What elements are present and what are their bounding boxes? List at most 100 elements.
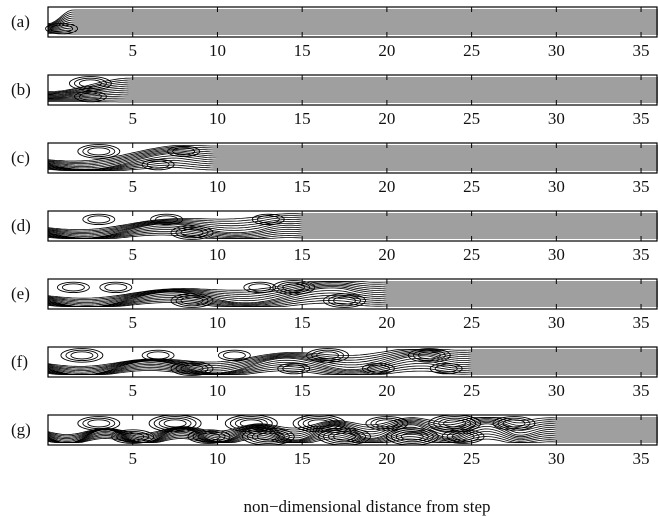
vortex-contour [328,294,361,307]
streamline [47,17,658,28]
vortex-contour [316,351,340,360]
vortex-contour [400,432,424,441]
x-tick-label: 15 [294,313,311,332]
x-tick-label: 35 [633,381,650,400]
vortex-contour [323,293,366,308]
x-tick-label: 20 [378,41,395,60]
x-tick-label: 30 [548,313,565,332]
streamline [47,419,658,440]
x-tick-label: 5 [128,177,137,196]
streamline [47,418,658,438]
x-tick-label: 35 [633,109,650,128]
x-tick-label: 20 [378,177,395,196]
x-tick-label: 5 [128,245,137,264]
vortex-contour [390,429,434,444]
x-tick-label: 30 [548,245,565,264]
streamline [48,95,658,100]
vortex-contour [45,22,79,35]
x-tick-label: 15 [294,449,311,468]
vortex-contour [180,296,204,305]
x-tick-label: 5 [128,109,137,128]
vortex-contour [441,429,485,444]
streamline [47,223,658,239]
panel-label: (a) [11,12,30,31]
vortex-contour [82,213,116,226]
vortex-contour [417,351,441,360]
streamline [47,152,658,170]
vortex-contour [438,417,472,430]
streamline [47,27,658,32]
x-tick-label: 25 [463,109,480,128]
streamline [47,162,658,171]
x-tick-label: 10 [209,449,226,468]
vortex-contour [73,77,107,90]
x-tick-label: 10 [209,381,226,400]
vortex-contour [224,414,278,433]
vortex-contour [429,362,463,375]
x-tick-label: 35 [633,245,650,264]
vortex-contour [434,364,458,373]
streamline [47,221,658,236]
vortex-contour [146,160,170,169]
vortex-contour [82,145,116,158]
streamline [47,222,658,237]
vortex-contour [78,92,102,101]
vortex-contour [175,294,209,307]
x-tick-label: 25 [463,313,480,332]
x-tick-label: 25 [463,381,480,400]
panels: (a) 5 10 15 20 25 30 35 (b) 5 10 15 20 25 30 35 (c) 5 10 15… [11,6,658,468]
x-tick-label: 15 [294,177,311,196]
vortex-contour [302,417,336,430]
streamline [47,292,658,307]
vortex-contour [180,364,204,373]
panel-label: (f) [11,352,28,371]
panel-f: (f) 5 10 15 20 25 30 35 [11,346,658,400]
vortex-contour [82,417,116,430]
streamline [48,99,658,101]
vortex-contour [328,430,361,443]
x-tick-label: 15 [294,381,311,400]
streamline [47,355,658,375]
vortex-contour [192,430,226,443]
vortex-contour [65,349,99,362]
streamline [47,363,658,375]
vortex-contour [170,293,214,308]
vortex-contour [251,213,285,226]
x-tick-label: 25 [463,177,480,196]
panel-label: (c) [11,148,30,167]
panel-label: (g) [11,420,31,439]
streamline [47,218,658,235]
streamline [47,357,658,375]
vortex-contour [150,213,184,226]
streamline [48,32,658,35]
streamline [48,91,658,98]
vortex-contour [497,417,531,430]
vortex-contour [492,416,536,431]
vortex-contour [243,281,277,294]
x-tick-label: 20 [378,313,395,332]
streamline [47,234,658,239]
x-tick-label: 35 [633,449,650,468]
streamline [48,100,658,103]
vortex-contour [311,349,345,362]
vortex-contour [170,361,214,376]
streamline [48,87,658,97]
vortex-contour [412,349,446,362]
vortex-contour [187,429,231,444]
x-tick-label: 25 [463,449,480,468]
x-axis-title: non−dimensional distance from step [243,497,490,516]
streamline [47,151,658,169]
x-tick-label: 5 [128,449,137,468]
panel-c: (c) 5 10 15 20 25 30 35 [11,142,658,196]
vortex-contour [87,215,111,224]
vortex-contour [60,348,104,363]
streamline [47,23,658,30]
vortex-contour [99,281,133,294]
vortex-contour [87,147,111,156]
vortex-contour [443,419,467,428]
streamline [47,297,658,307]
vortex-contour [277,281,311,294]
x-tick-label: 10 [209,245,226,264]
streamline [47,157,658,171]
